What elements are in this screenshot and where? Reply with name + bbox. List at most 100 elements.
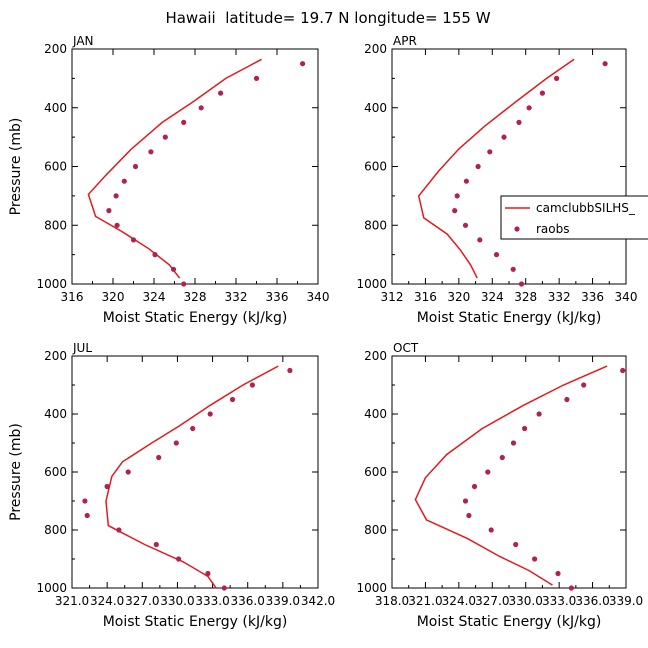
x-tick-label: 318.0: [375, 594, 409, 608]
panels: JAN 316 320 324 328 332 336 340 200 400 600 800 1000…: [8, 34, 643, 630]
x-tick-label: 312: [381, 290, 404, 304]
y-tick-label: 1000: [36, 277, 67, 291]
obs-point: [477, 237, 483, 243]
panel-jul: JUL 321.0 324.0 327.0 330.0 333.0 336.0 339.0 34…: [8, 341, 335, 630]
obs-point: [148, 149, 154, 155]
x-tick-label: 316: [61, 290, 84, 304]
x-tick-label: 339.0: [609, 594, 643, 608]
x-axis-label: Moist Static Energy (kJ/kg): [417, 310, 602, 326]
obs-point: [475, 163, 481, 170]
legend-obs-label: raobs: [536, 222, 570, 236]
y-tick-label: 200: [44, 349, 67, 363]
y-tick-label: 400: [364, 101, 387, 115]
x-tick-label: 339.0: [266, 594, 300, 608]
obs-point: [287, 367, 293, 374]
obs-point: [493, 252, 500, 258]
obs-point: [536, 411, 542, 417]
obs-point: [207, 411, 213, 417]
obs-point: [249, 382, 255, 388]
plot-frame: [71, 48, 319, 285]
obs-point: [106, 208, 112, 214]
x-tick-label: 324: [481, 290, 504, 304]
x-tick-label: 327.0: [475, 594, 509, 608]
obs-point: [104, 483, 110, 490]
x-tick-label: 340: [307, 290, 330, 304]
y-tick-label: 200: [44, 42, 67, 56]
figure-title: Hawaii latitude= 19.7 N longitude= 155 W: [165, 9, 490, 27]
panel-title: JUL: [72, 341, 92, 355]
obs-point: [581, 382, 587, 388]
model-line-jan: [87, 58, 262, 279]
y-tick-label: 600: [44, 160, 67, 174]
model-line-oct: [414, 365, 608, 586]
x-tick-label: 336: [581, 290, 604, 304]
obs-point: [181, 281, 187, 287]
obs-point: [205, 570, 211, 577]
y-tick-label: 800: [364, 523, 387, 537]
obs-point: [488, 527, 494, 533]
y-tick-label: 200: [364, 42, 387, 56]
y-tick-label: 800: [364, 218, 387, 232]
legend-box: [500, 195, 648, 240]
obs-point: [454, 193, 460, 199]
obs-point: [113, 193, 119, 199]
y-tick-label: 1000: [36, 581, 67, 595]
obs-point: [620, 367, 626, 374]
obs-point: [221, 585, 227, 591]
obs-point: [121, 178, 127, 184]
obs-point: [153, 541, 159, 548]
model-line-apr: [417, 58, 575, 279]
x-tick-label: 336: [266, 290, 289, 304]
obs-point: [132, 163, 139, 170]
panel-apr: APR 312 316 320 324 328 332 336 340 200 400 600 800 1…: [356, 34, 637, 326]
legend-model-label: camclubbSILHS_: [536, 201, 636, 215]
obs-point: [532, 556, 538, 562]
obs-point: [253, 75, 260, 81]
x-tick-label: 328: [184, 290, 207, 304]
x-tick-label: 321.0: [55, 594, 89, 608]
obs-point: [516, 119, 522, 125]
obs-point: [300, 61, 306, 67]
x-tick-label: 340: [615, 290, 638, 304]
obs-point: [181, 119, 187, 125]
plot-frame: [391, 48, 627, 285]
obs-point: [462, 222, 469, 228]
obs-point: [564, 396, 570, 403]
y-tick-label: 600: [364, 465, 387, 479]
x-tick-label: 333.0: [542, 594, 576, 608]
x-tick-label: 332: [548, 290, 571, 304]
obs-point: [487, 149, 493, 155]
plot-frame: [71, 355, 319, 589]
y-tick-label: 800: [44, 523, 67, 537]
obs-point: [84, 512, 90, 519]
obs-point: [501, 134, 507, 140]
obs-point: [190, 425, 196, 432]
x-axis-label: Moist Static Energy (kJ/kg): [103, 614, 288, 630]
obs-point: [463, 178, 469, 184]
obs-point: [602, 61, 608, 67]
legend-obs-marker: [514, 226, 520, 232]
x-tick-label: 332: [225, 290, 248, 304]
x-tick-label: 330.0: [160, 594, 194, 608]
x-tick-label: 328: [514, 290, 537, 304]
obs-point: [513, 541, 519, 548]
obs-point: [510, 266, 516, 272]
y-tick-label: 400: [364, 407, 387, 421]
obs-point: [554, 75, 560, 81]
x-tick-label: 327.0: [125, 594, 159, 608]
obs-point: [114, 222, 120, 228]
x-tick-label: 324: [143, 290, 166, 304]
obs-point: [466, 512, 472, 519]
obs-point: [526, 105, 532, 111]
obs-point: [82, 498, 88, 504]
x-axis-label: Moist Static Energy (kJ/kg): [103, 310, 288, 326]
obs-point: [152, 252, 158, 258]
obs-point: [510, 440, 517, 446]
obs-point: [555, 570, 561, 577]
y-tick-label: 400: [44, 407, 67, 421]
y-tick-label: 800: [44, 218, 67, 232]
obs-point: [485, 469, 491, 475]
x-tick-label: 336.0: [231, 594, 265, 608]
panel-jan: JAN 316 320 324 328 332 336 340 200 400 600 800 1000…: [8, 34, 329, 326]
